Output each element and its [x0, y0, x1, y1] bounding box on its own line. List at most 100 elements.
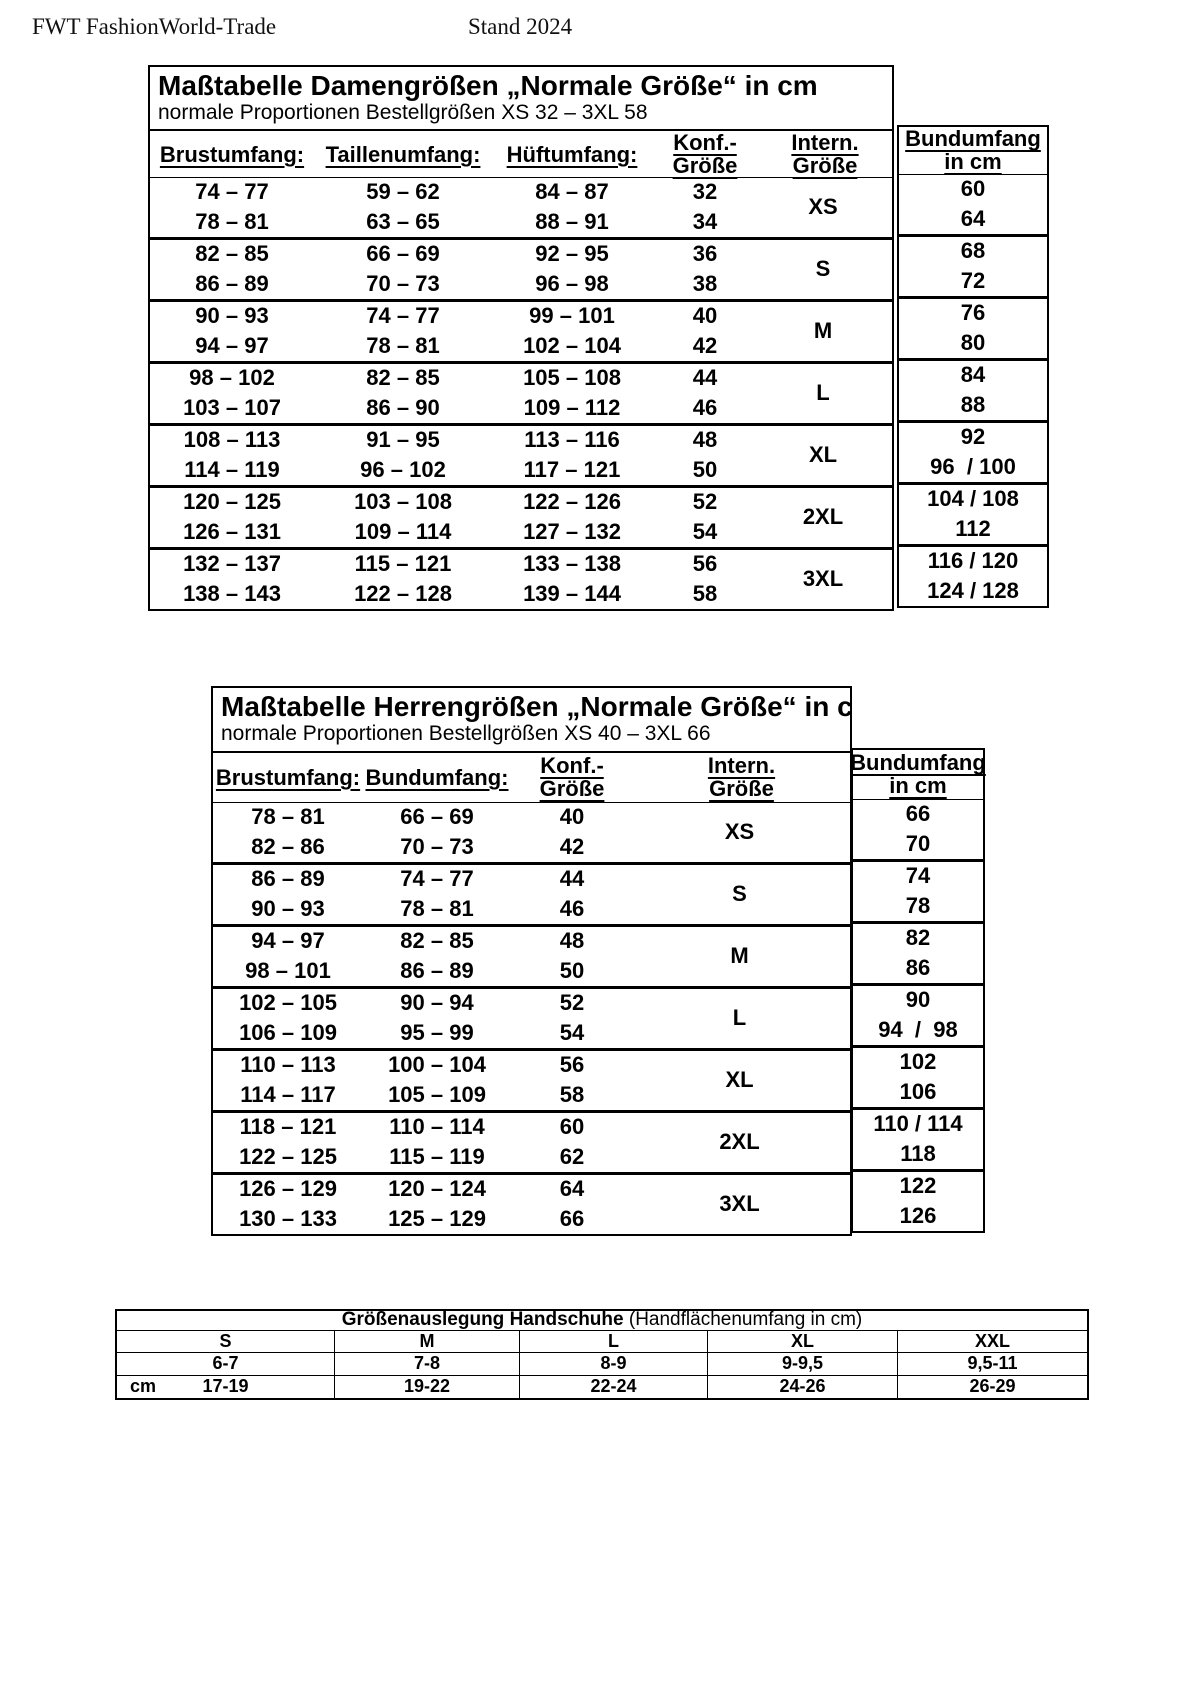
- glove-value: 19-22: [335, 1375, 520, 1398]
- table-cell: 86 – 89: [400, 957, 474, 983]
- table-row: 120 – 125 103 – 108 122 – 126 52: [150, 488, 892, 518]
- table-row: 138 – 143 122 – 128 139 – 144 58: [150, 579, 892, 609]
- table-cell: 50: [692, 456, 718, 482]
- table-cell: 94 – 97: [251, 928, 325, 954]
- table-cell: 91 – 95: [366, 427, 440, 453]
- glove-value: 9,5-11: [967, 1353, 1018, 1374]
- bund-value: 80: [960, 329, 986, 355]
- bund-value: 66: [905, 801, 931, 827]
- intl-size-label: 2XL: [719, 1129, 760, 1154]
- table-cell: 113 – 116: [524, 427, 620, 453]
- bund-value: 102: [899, 1049, 937, 1075]
- mens-main-box: Maßtabelle Herrengrößen „Normale Größe“ …: [211, 686, 852, 1236]
- table-cell: 52: [559, 990, 585, 1016]
- table-cell: 46: [692, 394, 718, 420]
- table-cell: 36: [692, 241, 718, 267]
- bund-value: 112: [955, 515, 991, 541]
- womens-bund-box: Bundumfang in cm 60 64 68 72 76 80 84 88 92 96 / …: [897, 125, 1049, 608]
- table-cell: 66 – 69: [400, 804, 474, 830]
- bund-value: 70: [905, 830, 931, 856]
- womens-bund-header: Bundumfang in cm: [899, 127, 1047, 175]
- table-cell: 114 – 117: [240, 1081, 336, 1107]
- table-cell: 66: [559, 1205, 585, 1231]
- table-cell: 48: [692, 427, 718, 453]
- women-bund-group-XL: 92 96 / 100: [899, 423, 1047, 485]
- intl-size-label: 3XL: [802, 566, 844, 591]
- table-row: 82 – 85 66 – 69 92 – 95 36: [150, 240, 892, 270]
- women-group-S: 82 – 85 66 – 69 92 – 95 36 86 – 89 70 – 73 96 …: [150, 240, 892, 302]
- table-row: 126 – 131 109 – 114 127 – 132 54: [150, 517, 892, 547]
- table-cell: 78 – 81: [400, 895, 474, 921]
- bund-value: 126: [899, 1202, 937, 1228]
- stand-date-text: Stand 2024: [468, 14, 573, 39]
- women-bund-group-2XL: 104 / 108 112: [899, 485, 1047, 547]
- table-cell: 42: [692, 332, 718, 358]
- table-row: 126 – 129 120 – 124 64: [213, 1175, 850, 1205]
- women-group-XS: 74 – 77 59 – 62 84 – 87 32 78 – 81 63 – 65 88 …: [150, 178, 892, 240]
- bund-value: 60: [960, 176, 986, 202]
- table-cell: 130 – 133: [239, 1205, 337, 1231]
- table-cell: 64: [559, 1176, 585, 1202]
- table-cell: 86 – 89: [251, 866, 325, 892]
- table-cell: 106 – 109: [239, 1019, 337, 1045]
- glove-value: 7-8: [335, 1353, 520, 1375]
- mens-bund-header: Bundumfang in cm: [850, 750, 986, 800]
- bund-value: 88: [960, 391, 986, 417]
- bund-value: 122: [899, 1173, 937, 1199]
- glove-value: 8-9: [520, 1353, 708, 1375]
- table-cell: 50: [559, 957, 585, 983]
- table-cell: 99 – 101: [529, 303, 615, 329]
- glove-size-header: S: [117, 1330, 335, 1352]
- table-cell: 105 – 108: [523, 365, 621, 391]
- table-row: 90 – 93 74 – 77 99 – 101 40: [150, 302, 892, 332]
- intl-size-label: XL: [725, 1067, 754, 1092]
- table-row: 78 – 81 63 – 65 88 – 91 34: [150, 207, 892, 237]
- men-group-3XL: 126 – 129 120 – 124 64 130 – 133 125 – 129 66…: [213, 1175, 850, 1234]
- men-bund-group-XL: 102 106: [853, 1048, 983, 1110]
- bund-value: 94 / 98: [878, 1016, 958, 1042]
- table-row: 110 – 113 100 – 104 56: [213, 1051, 850, 1081]
- table-cell: 132 – 137: [183, 551, 281, 577]
- women-bund-group-XS: 60 64: [899, 175, 1047, 237]
- table-cell: 42: [559, 833, 585, 859]
- men-group-L: 102 – 105 90 – 94 52 106 – 109 95 – 99 54 L: [213, 989, 850, 1051]
- table-cell: 82 – 85: [400, 928, 474, 954]
- table-row: 74 – 77 59 – 62 84 – 87 32: [150, 178, 892, 208]
- table-cell: 86 – 89: [195, 270, 269, 296]
- table-cell: 103 – 108: [354, 489, 452, 515]
- table-cell: 110 – 113: [240, 1052, 336, 1078]
- bund-value: 104 / 108: [927, 486, 1019, 512]
- table-cell: 59 – 62: [366, 179, 440, 205]
- womens-main-box: Maßtabelle Damengrößen „Normale Größe“ i…: [148, 65, 894, 611]
- table-cell: 74 – 77: [195, 179, 269, 205]
- intl-size-label: XS: [808, 194, 838, 219]
- table-cell: 120 – 124: [388, 1176, 486, 1202]
- table-cell: 100 – 104: [388, 1052, 486, 1078]
- bund-value: 82: [905, 925, 931, 951]
- table-cell: 126 – 131: [183, 518, 281, 544]
- bund-value: 64: [960, 205, 986, 231]
- glove-value: 26-29: [969, 1376, 1016, 1396]
- col-header-chest: Brustumfang:: [215, 764, 361, 790]
- mens-bund-rows: 66 70 74 78 82 86 90 94 / 98 102 106 110 / 114 118 1…: [853, 800, 983, 1231]
- gloves-inch-row: 6-7 7-8 8-9 9-9,5 9,5-11: [117, 1353, 1087, 1376]
- intl-size-label: XS: [724, 819, 755, 844]
- men-group-XL: 110 – 113 100 – 104 56 114 – 117 105 – 109 58…: [213, 1051, 850, 1113]
- table-cell: 48: [559, 928, 585, 954]
- bund-value: 124 / 128: [927, 577, 1019, 603]
- table-cell: 86 – 90: [366, 394, 440, 420]
- glove-value: cm 17-19: [117, 1375, 335, 1398]
- table-cell: 82 – 85: [366, 365, 440, 391]
- intl-size-label: L: [732, 1005, 747, 1030]
- table-cell: 32: [692, 179, 718, 205]
- men-bund-group-XS: 66 70: [853, 800, 983, 862]
- col-header-waist: Bundumfang:: [365, 764, 509, 790]
- table-cell: 90 – 94: [400, 990, 474, 1016]
- bund-value: 118: [900, 1140, 936, 1166]
- womens-table-subtitle: normale Proportionen Bestellgrößen XS 32…: [158, 101, 648, 124]
- intl-size-label: L: [816, 380, 830, 405]
- women-group-M: 90 – 93 74 – 77 99 – 101 40 94 – 97 78 – 81 10…: [150, 302, 892, 364]
- table-cell: 102 – 105: [239, 990, 337, 1016]
- table-cell: 44: [692, 365, 718, 391]
- table-cell: 117 – 121: [523, 456, 621, 482]
